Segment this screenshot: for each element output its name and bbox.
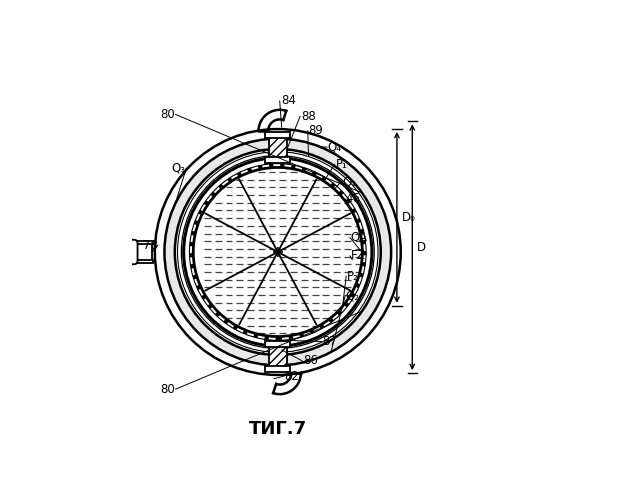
Bar — [265, 132, 290, 138]
Text: 80: 80 — [160, 383, 175, 396]
Bar — [265, 366, 290, 372]
Bar — [265, 341, 290, 347]
Text: 84: 84 — [281, 94, 296, 107]
Bar — [269, 135, 287, 160]
Text: 78: 78 — [143, 239, 158, 251]
Text: P₂: P₂ — [347, 269, 359, 283]
Text: 88: 88 — [301, 110, 315, 123]
Text: OA: OA — [351, 231, 368, 245]
Text: Q₄: Q₄ — [328, 141, 342, 154]
Text: D₀: D₀ — [401, 211, 415, 224]
Text: ΤИГ.7: ΤИГ.7 — [249, 420, 307, 438]
Circle shape — [153, 127, 403, 377]
Bar — [269, 135, 287, 160]
Text: 82: 82 — [284, 370, 300, 383]
Bar — [132, 241, 153, 244]
Text: FZ: FZ — [351, 250, 365, 262]
Text: 86: 86 — [303, 354, 318, 367]
Bar — [132, 260, 153, 263]
Text: P₁: P₁ — [336, 158, 348, 171]
Text: D: D — [417, 241, 426, 253]
Bar — [269, 344, 287, 369]
Bar — [269, 344, 287, 369]
Polygon shape — [164, 139, 391, 365]
Bar — [133, 243, 152, 261]
Text: Q₁: Q₁ — [342, 175, 356, 188]
Text: Q₂: Q₂ — [346, 290, 360, 303]
Text: Q₃: Q₃ — [171, 162, 186, 175]
FancyBboxPatch shape — [122, 240, 138, 264]
Text: 46: 46 — [346, 193, 361, 206]
Circle shape — [193, 168, 362, 336]
Bar — [265, 157, 290, 163]
Text: 80: 80 — [160, 108, 175, 121]
Text: 87: 87 — [322, 335, 337, 348]
Text: 89: 89 — [308, 124, 324, 137]
